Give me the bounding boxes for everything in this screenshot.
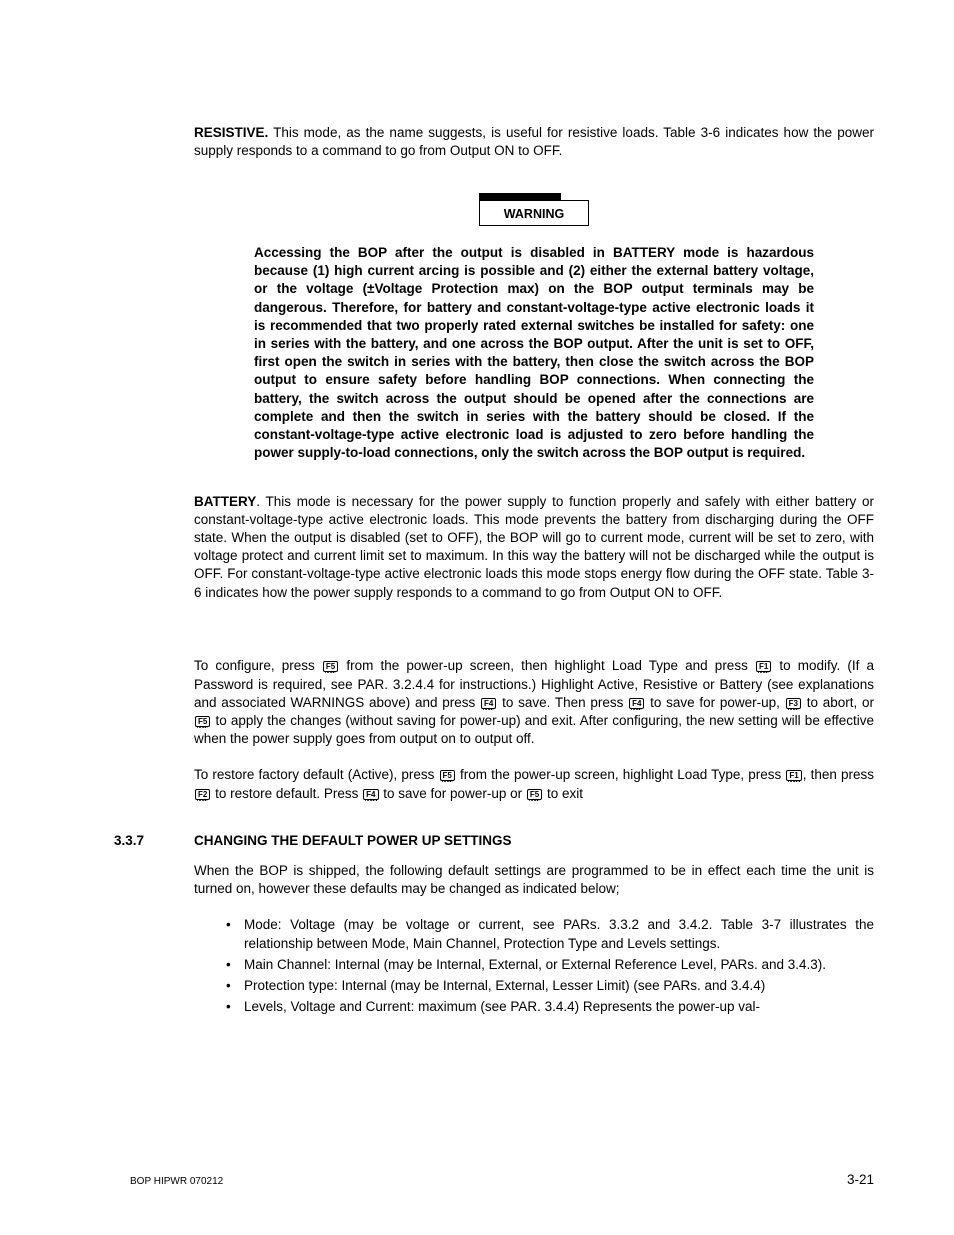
configure-text-d: to save. Then press: [497, 695, 628, 710]
resistive-paragraph: RESISTIVE. This mode, as the name sugges…: [194, 124, 874, 160]
battery-paragraph: BATTERY. This mode is necessary for the …: [194, 493, 874, 602]
f4-key-icon: F4: [481, 698, 496, 709]
configure-text-f: to abort, or: [802, 695, 874, 710]
configure-paragraph: To configure, press F5 from the power-up…: [194, 657, 874, 748]
section-title: CHANGING THE DEFAULT POWER UP SETTINGS: [194, 833, 512, 848]
battery-text: . This mode is necessary for the power s…: [194, 494, 874, 600]
list-item: Levels, Voltage and Current: maximum (se…: [220, 998, 874, 1016]
f5-key-icon: F5: [323, 661, 338, 672]
warning-label: WARNING: [504, 207, 564, 221]
content-area: RESISTIVE. This mode, as the name sugges…: [194, 124, 874, 1017]
restore-text-b: from the power-up screen, highlight Load…: [456, 767, 785, 782]
battery-label: BATTERY: [194, 494, 256, 509]
list-item: Protection type: Internal (may be Intern…: [220, 977, 874, 995]
section-number: 3.3.7: [114, 833, 194, 848]
page-footer: BOP HIPWR 070212 3-21: [130, 1172, 874, 1187]
page: RESISTIVE. This mode, as the name sugges…: [0, 0, 954, 1235]
footer-left: BOP HIPWR 070212: [130, 1176, 223, 1187]
f1-key-icon: F1: [786, 770, 801, 781]
list-item: Main Channel: Internal (may be Internal,…: [220, 956, 874, 974]
list-item: Mode: Voltage (may be voltage or current…: [220, 916, 874, 952]
f4-key-icon: F4: [363, 789, 378, 800]
bullet-list: Mode: Voltage (may be voltage or current…: [220, 916, 874, 1016]
section-337-header: 3.3.7 CHANGING THE DEFAULT POWER UP SETT…: [194, 833, 874, 848]
configure-text-a: To configure, press: [194, 658, 322, 673]
warning-tab: [479, 193, 561, 201]
page-number: 3-21: [847, 1172, 874, 1187]
warning-box: WARNING: [479, 200, 589, 226]
configure-text-b: from the power-up screen, then highlight…: [339, 658, 755, 673]
restore-paragraph: To restore factory default (Active), pre…: [194, 766, 874, 802]
f4-key-icon: F4: [629, 698, 644, 709]
restore-text-f: to exit: [543, 786, 583, 801]
restore-text-a: To restore factory default (Active), pre…: [194, 767, 439, 782]
restore-text-e: to save for power-up or: [380, 786, 526, 801]
resistive-label: RESISTIVE.: [194, 125, 268, 140]
resistive-text: This mode, as the name suggests, is usef…: [194, 125, 874, 158]
restore-text-c: , then press: [803, 767, 874, 782]
restore-text-d: to restore default. Press: [211, 786, 362, 801]
f2-key-icon: F2: [195, 789, 210, 800]
f1-key-icon: F1: [756, 661, 771, 672]
f5-key-icon: F5: [195, 716, 210, 727]
f5-key-icon: F5: [440, 770, 455, 781]
configure-text-g: to apply the changes (without saving for…: [194, 713, 874, 746]
section-337-intro: When the BOP is shipped, the following d…: [194, 862, 874, 898]
warning-text: Accessing the BOP after the output is di…: [254, 244, 814, 463]
configure-text-e: to save for power-up,: [645, 695, 784, 710]
spacer: [194, 620, 874, 644]
f3-key-icon: F3: [786, 698, 801, 709]
f5-key-icon: F5: [527, 789, 542, 800]
